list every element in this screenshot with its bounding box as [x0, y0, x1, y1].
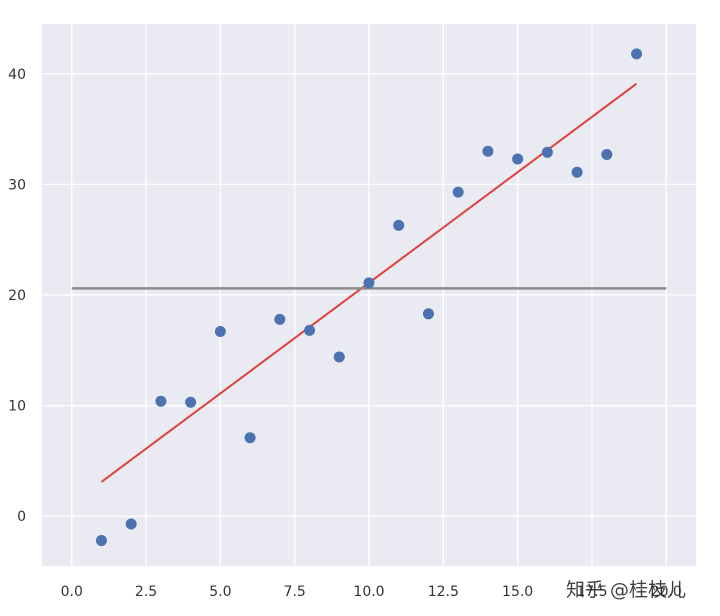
scatter-point — [185, 396, 197, 408]
scatter-point — [274, 313, 286, 325]
scatter-point — [422, 308, 434, 320]
scatter-point — [244, 432, 256, 444]
x-tick-label: 10.0 — [353, 584, 384, 600]
x-tick-label: 15.0 — [502, 584, 533, 600]
scatter-point — [125, 518, 137, 530]
scatter-point — [95, 535, 107, 547]
watermark-text: 知乎 @桂枝儿 — [566, 579, 686, 601]
x-tick-label: 20.0 — [651, 584, 682, 600]
x-tick-label: 2.5 — [135, 584, 157, 600]
scatter-point — [393, 219, 405, 231]
x-tick-label: 5.0 — [209, 584, 231, 600]
scatter-point — [482, 145, 494, 157]
scatter-point — [304, 324, 316, 336]
data-series — [71, 48, 667, 547]
x-tick-label: 17.5 — [576, 584, 607, 600]
scatter-point — [601, 149, 613, 161]
scatter-point — [541, 146, 553, 158]
scatter-point — [631, 48, 643, 60]
scatter-point — [214, 326, 226, 338]
scatter-point — [512, 153, 524, 165]
scatter-point — [571, 166, 583, 178]
y-tick-label: 20 — [8, 288, 26, 304]
x-tick-label: 0.0 — [61, 584, 83, 600]
scatter-point — [452, 186, 464, 198]
x-tick-label: 12.5 — [428, 584, 459, 600]
scatter-point — [155, 395, 167, 407]
scatter-point — [363, 277, 375, 289]
y-tick-label: 10 — [8, 399, 26, 415]
grid-lines — [42, 24, 696, 566]
x-tick-label: 7.5 — [284, 584, 306, 600]
scatter-point — [333, 351, 345, 363]
y-tick-label: 0 — [17, 509, 26, 525]
y-tick-label: 40 — [8, 67, 26, 83]
y-tick-label: 30 — [8, 177, 26, 193]
tick-labels: 0.0 2.5 5.0 7.5 10.0 12.5 15.0 17.5 20.0 0 10 20 30 4… — [8, 67, 682, 600]
